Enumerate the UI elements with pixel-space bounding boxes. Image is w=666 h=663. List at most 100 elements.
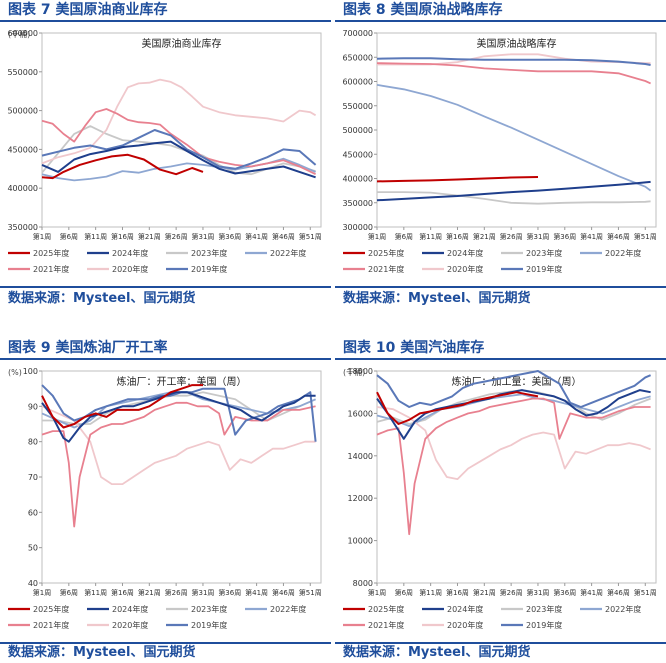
chart-title: 炼油厂：开工率：美国（周） — [117, 375, 247, 388]
x-tick-label: 第46周 — [272, 232, 295, 241]
y-tick-label: 700000 — [342, 29, 373, 38]
panel-commercial-stock: 图表 7 美国原油商业库存 美国原油商业库存 (千桶) 350000 400000 45… — [0, 0, 331, 320]
legend-label: 2024年度 — [447, 604, 483, 614]
x-tick-label: 第51周 — [299, 588, 322, 597]
chart-commercial-stock: 美国原油商业库存 (千桶) 350000 400000 450000 500000 5500… — [7, 29, 322, 274]
legend-label: 2021年度 — [33, 264, 69, 274]
legend-label: 2021年度 — [368, 264, 404, 274]
series-line-2025- — [41, 384, 203, 429]
y-tick-label: 50 — [28, 544, 38, 553]
legend-label: 2023年度 — [191, 248, 227, 258]
chart-title: 炼油厂：加工量：美国（周） — [452, 375, 582, 388]
x-tick-label: 第26周 — [165, 588, 188, 597]
legend-label: 2023年度 — [191, 604, 227, 614]
series-line-2020- — [41, 78, 317, 165]
x-tick-label: 第51周 — [634, 588, 657, 597]
plot-frame — [41, 370, 322, 584]
x-tick-label: 第41周 — [245, 588, 268, 597]
chart-title: 美国原油战略库存 — [477, 37, 557, 50]
x-tick-label: 第36周 — [218, 588, 241, 597]
x-tick-label: 第11周 — [419, 232, 442, 241]
figure-title: 图表 10 美国汽油库存 — [343, 340, 485, 356]
x-tick-label: 第16周 — [446, 232, 469, 241]
series-line-2021- — [376, 397, 651, 536]
chart-title: 美国原油商业库存 — [142, 37, 222, 50]
x-tick-label: 第46周 — [607, 232, 630, 241]
panel-strategic-stock: 图表 8 美国原油战略库存 美国原油战略库存 300000 350000 400000… — [335, 0, 666, 320]
x-tick-label: 第6周 — [395, 588, 413, 597]
y-tick-label: 400000 — [7, 184, 38, 193]
title-rule — [0, 20, 331, 22]
x-tick-label: 第16周 — [111, 232, 134, 241]
legend-label: 2022年度 — [270, 604, 306, 614]
y-tick-label: 350000 — [7, 223, 38, 232]
y-tick-label: 400000 — [342, 175, 373, 184]
legend-label: 2019年度 — [526, 620, 562, 630]
x-tick-label: 第1周 — [33, 232, 51, 241]
unit-label: (%) — [8, 368, 22, 377]
legend-label: 2025年度 — [33, 604, 69, 614]
title-rule — [335, 358, 666, 360]
figure-title: 图表 8 美国原油战略库存 — [343, 2, 503, 18]
x-tick-label: 第11周 — [84, 588, 107, 597]
series-line-2025- — [376, 176, 539, 183]
legend-label: 2025年度 — [33, 248, 69, 258]
series-line-2024- — [376, 180, 651, 202]
legend-label: 2021年度 — [33, 620, 69, 630]
bottom-rule — [0, 642, 331, 644]
source-note: 数据来源：Mysteel、国元期货 — [8, 291, 196, 306]
x-tick-label: 第1周 — [368, 588, 386, 597]
series-line-2024- — [41, 140, 316, 179]
y-tick-label: 500000 — [342, 126, 373, 135]
series-line-2020- — [41, 405, 316, 485]
series-line-2025- — [41, 153, 204, 180]
y-tick-label: 14000 — [348, 452, 373, 461]
x-tick-label: 第36周 — [553, 588, 576, 597]
legend-label: 2024年度 — [112, 604, 148, 614]
x-tick-label: 第51周 — [299, 232, 322, 241]
legend-label: 2023年度 — [526, 248, 562, 258]
legend-label: 2020年度 — [447, 264, 483, 274]
y-tick-label: 600000 — [7, 29, 38, 38]
legend-label: 2025年度 — [368, 248, 404, 258]
x-tick-label: 第26周 — [165, 232, 188, 241]
x-tick-label: 第1周 — [368, 232, 386, 241]
x-tick-label: 第36周 — [553, 232, 576, 241]
legend-label: 2019年度 — [191, 620, 227, 630]
y-tick-label: 450000 — [342, 150, 373, 159]
y-tick-label: 300000 — [342, 223, 373, 232]
series-line-2019- — [376, 370, 651, 408]
legend-label: 2022年度 — [605, 248, 641, 258]
title-rule — [0, 358, 331, 360]
source-note: 数据来源：Mysteel、国元期货 — [343, 291, 531, 306]
legend-label: 2022年度 — [270, 248, 306, 258]
figure-title: 图表 7 美国原油商业库存 — [8, 2, 168, 18]
bottom-rule — [335, 286, 666, 288]
x-tick-label: 第41周 — [245, 232, 268, 241]
panel-gasoline-stock: 图表 10 美国汽油库存 炼油厂：加工量：美国（周） (千桶) 8000 10000 1… — [335, 338, 666, 663]
legend-label: 2020年度 — [447, 620, 483, 630]
x-tick-label: 第11周 — [84, 232, 107, 241]
x-tick-label: 第51周 — [634, 232, 657, 241]
series-line-2023- — [377, 191, 651, 205]
y-tick-label: 10000 — [348, 537, 373, 546]
legend-label: 2020年度 — [112, 264, 148, 274]
chart-refinery-utilization: 炼油厂：开工率：美国（周） (%) 40 50 60 70 80 90 100 第1周 第6周 第11… — [8, 367, 322, 630]
unit-label: (千桶) — [343, 367, 365, 377]
legend-label: 2019年度 — [526, 264, 562, 274]
x-tick-label: 第31周 — [192, 588, 215, 597]
x-tick-label: 第31周 — [527, 232, 550, 241]
x-tick-label: 第21周 — [473, 232, 496, 241]
bottom-rule — [0, 286, 331, 288]
x-tick-label: 第16周 — [111, 588, 134, 597]
y-tick-label: 500000 — [7, 107, 38, 116]
source-note: 数据来源：Mysteel、国元期货 — [343, 645, 531, 660]
x-tick-label: 第41周 — [580, 232, 603, 241]
x-tick-label: 第6周 — [60, 232, 78, 241]
y-tick-label: 350000 — [342, 199, 373, 208]
y-tick-label: 450000 — [7, 145, 38, 154]
y-tick-label: 650000 — [342, 53, 373, 62]
legend-label: 2024年度 — [112, 248, 148, 258]
x-tick-label: 第41周 — [580, 588, 603, 597]
series-line-2019- — [376, 57, 651, 66]
